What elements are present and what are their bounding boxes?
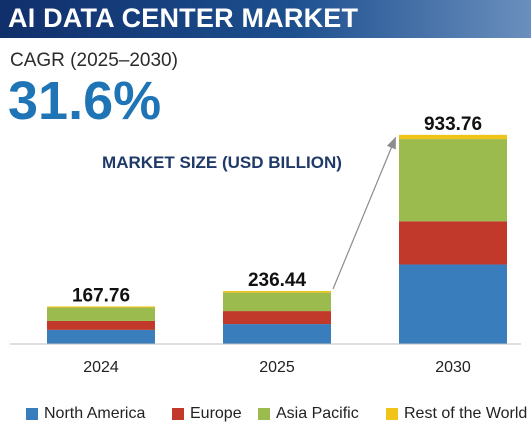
legend-item-rest-of-the-world: Rest of the World xyxy=(386,405,527,423)
growth-arrow xyxy=(332,136,396,290)
legend-label: Rest of the World xyxy=(404,405,528,422)
legend-label: North America xyxy=(44,405,146,422)
page-title: AI DATA CENTER MARKET xyxy=(8,3,359,33)
bar-group: 167.76 236.44 933.76 xyxy=(47,114,507,344)
bar-2030-europe xyxy=(399,221,507,265)
cagr-label: CAGR (2025–2030) xyxy=(10,50,178,71)
legend-item-asia-pacific: Asia Pacific xyxy=(258,405,359,423)
legend-swatch xyxy=(172,408,184,420)
legend-swatch xyxy=(258,408,270,420)
legend-item-north-america: North America xyxy=(26,405,145,423)
legend-label: Asia Pacific xyxy=(276,405,359,422)
legend-swatch xyxy=(26,408,38,420)
bar-2025-rest-of-the-world xyxy=(223,291,331,293)
total-label-2024: 167.76 xyxy=(72,285,130,306)
bar-2024-europe xyxy=(47,320,155,330)
x-tick-label-2024: 2024 xyxy=(83,359,119,376)
chart-title: MARKET SIZE (USD BILLION) xyxy=(102,153,342,172)
x-tick-label-2025: 2025 xyxy=(259,359,295,376)
bar-2030-asia-pacific xyxy=(399,139,507,222)
bar-2030-rest-of-the-world xyxy=(399,134,507,140)
legend-swatch xyxy=(386,408,398,420)
title-banner: AI DATA CENTER MARKET xyxy=(0,0,531,38)
bar-2025-europe xyxy=(223,311,331,325)
cagr-value: 31.6% xyxy=(8,71,162,131)
total-label-2025: 236.44 xyxy=(248,270,307,291)
bar-2030-north-america xyxy=(399,264,507,344)
x-tick-label-2030: 2030 xyxy=(435,359,471,376)
bar-2025-asia-pacific xyxy=(223,292,331,312)
total-label-2030: 933.76 xyxy=(424,114,482,135)
bar-2024-asia-pacific xyxy=(47,307,155,321)
x-axis-ticks: 2024 2025 2030 xyxy=(83,359,471,376)
legend-label: Europe xyxy=(190,405,242,422)
bar-2024-north-america xyxy=(47,329,155,344)
bar-2024-rest-of-the-world xyxy=(47,306,155,308)
legend: North America Europe Asia Pacific Rest of t… xyxy=(0,405,531,427)
bar-2025-north-america xyxy=(223,324,331,344)
legend-item-europe: Europe xyxy=(172,405,242,423)
